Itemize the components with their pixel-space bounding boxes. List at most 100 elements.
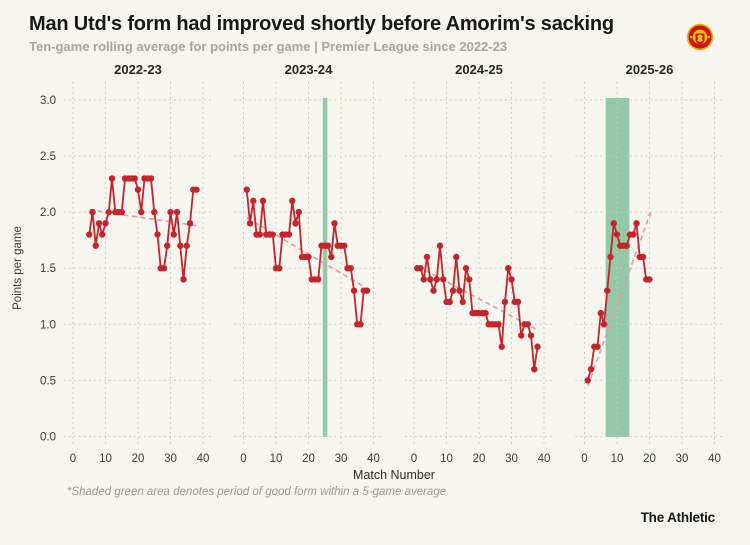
data-point bbox=[363, 287, 371, 294]
data-point bbox=[134, 186, 142, 193]
data-point bbox=[331, 220, 338, 227]
data-point bbox=[324, 242, 332, 249]
data-point bbox=[99, 231, 106, 238]
data-point bbox=[498, 343, 505, 350]
trend-arrowhead bbox=[647, 211, 652, 217]
data-point bbox=[357, 321, 364, 328]
data-point bbox=[630, 231, 637, 238]
data-point bbox=[417, 265, 424, 272]
chart-title: Man Utd's form had improved shortly befo… bbox=[29, 13, 614, 35]
x-tick-label: 20 bbox=[132, 453, 145, 465]
data-point bbox=[482, 309, 489, 317]
data-point bbox=[173, 208, 181, 216]
man-utd-crest-icon bbox=[686, 23, 714, 51]
data-point bbox=[514, 298, 522, 306]
data-point bbox=[495, 321, 502, 328]
x-tick-label: 20 bbox=[302, 453, 315, 465]
data-point bbox=[341, 242, 348, 249]
x-tick-label: 10 bbox=[270, 453, 283, 465]
data-point bbox=[89, 208, 96, 216]
data-point bbox=[449, 287, 457, 294]
data-point bbox=[600, 321, 608, 328]
data-point bbox=[243, 186, 250, 193]
data-point bbox=[295, 208, 302, 216]
x-tick-label: 30 bbox=[164, 453, 177, 465]
data-point bbox=[305, 253, 312, 261]
rolling-average-line-2022-23 bbox=[88, 177, 197, 280]
data-point bbox=[86, 231, 93, 238]
x-tick-label: 30 bbox=[505, 453, 518, 465]
trend-line-2024-25 bbox=[416, 265, 538, 331]
x-axis-label: Match Number bbox=[353, 468, 435, 482]
data-point bbox=[315, 276, 322, 283]
data-point bbox=[151, 208, 158, 216]
y-tick-label: 2.5 bbox=[40, 151, 56, 163]
data-point bbox=[259, 197, 267, 205]
season-label: 2022-23 bbox=[114, 62, 162, 77]
data-point bbox=[459, 298, 466, 306]
rolling-average-line-2024-25 bbox=[417, 245, 539, 370]
data-point bbox=[505, 265, 512, 272]
x-tick-label: 20 bbox=[643, 453, 656, 465]
data-point bbox=[160, 265, 168, 272]
x-tick-label: 40 bbox=[538, 453, 551, 465]
data-point bbox=[501, 298, 509, 306]
season-label: 2025-26 bbox=[626, 62, 674, 77]
man-utd-crest-logo bbox=[686, 23, 714, 51]
data-point bbox=[350, 287, 358, 294]
data-point bbox=[607, 253, 614, 261]
data-point bbox=[453, 253, 460, 261]
x-tick-label: 40 bbox=[708, 453, 721, 465]
y-tick-label: 3.0 bbox=[40, 95, 56, 107]
data-point bbox=[433, 276, 440, 283]
season-label: 2023-24 bbox=[285, 62, 333, 77]
y-axis-label: Points per game bbox=[12, 226, 24, 310]
data-point bbox=[108, 175, 116, 182]
data-point bbox=[105, 208, 112, 216]
the-athletic-logo: The Athletic bbox=[640, 510, 716, 525]
data-point bbox=[154, 231, 161, 238]
data-point bbox=[186, 220, 194, 227]
data-point bbox=[427, 276, 434, 283]
x-tick-label: 30 bbox=[335, 453, 348, 465]
footnote: *Shaded green area denotes period of goo… bbox=[67, 486, 447, 498]
data-point bbox=[633, 220, 640, 227]
data-point bbox=[524, 321, 531, 328]
data-point bbox=[646, 276, 653, 283]
rolling-average-line-2025-26 bbox=[586, 223, 650, 381]
x-tick-label: 0 bbox=[411, 453, 417, 465]
data-point bbox=[623, 242, 630, 249]
data-point bbox=[95, 220, 103, 227]
x-tick-label: 40 bbox=[367, 453, 380, 465]
x-tick-label: 0 bbox=[581, 453, 587, 465]
data-point bbox=[102, 220, 109, 227]
data-point bbox=[594, 343, 601, 350]
y-tick-label: 0.5 bbox=[40, 375, 56, 387]
chart-subtitle: Ten-game rolling average for points per … bbox=[29, 39, 508, 54]
x-tick-label: 10 bbox=[99, 453, 112, 465]
data-point bbox=[138, 208, 145, 216]
data-point bbox=[462, 265, 470, 272]
data-point bbox=[250, 197, 257, 205]
data-point bbox=[423, 253, 431, 261]
data-point bbox=[292, 220, 299, 227]
data-point bbox=[436, 242, 444, 249]
data-point bbox=[604, 287, 611, 294]
data-point bbox=[167, 208, 174, 216]
data-point bbox=[177, 242, 184, 249]
data-point bbox=[118, 208, 125, 216]
data-point bbox=[170, 231, 177, 238]
x-tick-label: 40 bbox=[197, 453, 210, 465]
data-point bbox=[147, 175, 155, 182]
data-point bbox=[347, 265, 354, 272]
y-tick-label: 1.0 bbox=[40, 319, 56, 331]
data-point bbox=[183, 242, 190, 249]
data-point bbox=[534, 343, 541, 350]
data-point bbox=[131, 175, 138, 182]
data-point bbox=[446, 298, 453, 306]
y-tick-label: 0.0 bbox=[40, 432, 56, 444]
x-tick-label: 20 bbox=[473, 453, 486, 465]
x-tick-label: 30 bbox=[676, 453, 689, 465]
